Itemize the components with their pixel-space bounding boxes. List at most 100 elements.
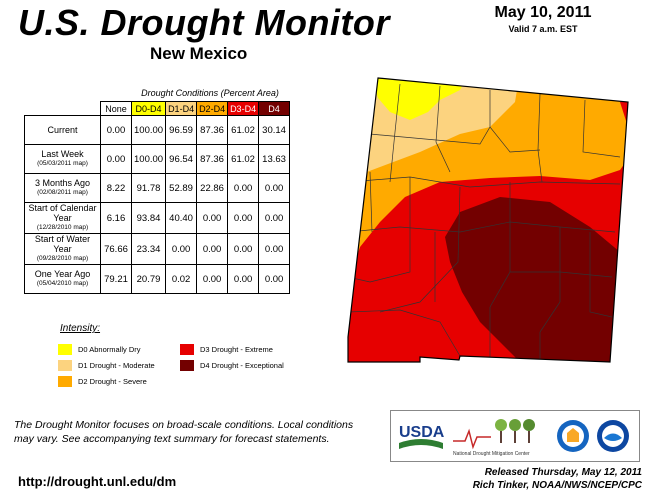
table-row: Current 0.00 100.00 96.59 87.36 61.02 30.14 xyxy=(24,115,291,145)
table-cell: 0.00 xyxy=(165,233,198,265)
d3-region-northeast xyxy=(620,102,628,127)
row-label-date: (12/28/2010 map) xyxy=(36,224,89,231)
table-cell: 0.00 xyxy=(196,264,229,294)
doc-seal-icon xyxy=(557,420,589,452)
release-date: Released Thursday, May 12, 2011 xyxy=(484,467,642,478)
map-date: May 10, 2011 xyxy=(494,4,592,21)
table-cell: 0.00 xyxy=(258,264,291,294)
table-cell: 76.66 xyxy=(100,233,132,265)
table-row: One Year Ago (05/04/2010 map) 79.21 20.79 0.… xyxy=(24,264,291,294)
drought-conditions-table: None D0-D4 D1-D4 D2-D4 D3-D4 D4 Current 0… xyxy=(24,101,291,294)
row-label-text: Current xyxy=(47,125,78,135)
legend-item-d0: D0 Abnormally Dry xyxy=(58,344,141,355)
table-cell: 96.59 xyxy=(165,115,198,145)
table-cell: 87.36 xyxy=(196,144,229,174)
author: Rich Tinker, NOAA/NWS/NCEP/CPC xyxy=(472,480,642,491)
row-label-text: One Year Ago xyxy=(34,269,91,279)
row-label-date: (05/03/2011 map) xyxy=(37,160,88,167)
table-cell: 0.00 xyxy=(100,115,132,145)
county-boundaries xyxy=(348,83,621,362)
table-cell: 30.14 xyxy=(258,115,291,145)
row-label: One Year Ago (05/04/2010 map) xyxy=(24,264,101,294)
table-cell: 0.00 xyxy=(227,233,260,265)
valid-time: Valid 7 a.m. EST xyxy=(508,24,578,34)
col-header-d4: D4 xyxy=(258,101,291,116)
table-cell: 0.00 xyxy=(258,202,291,234)
row-label: Start of Calendar Year (12/28/2010 map) xyxy=(24,202,101,234)
legend-item-d3: D3 Drought - Extreme xyxy=(180,344,273,355)
table-cell: 8.22 xyxy=(100,173,132,203)
table-cell: 0.00 xyxy=(227,264,260,294)
map-title: U.S. Drought Monitor xyxy=(18,2,390,43)
table-header-row: None D0-D4 D1-D4 D2-D4 D3-D4 D4 xyxy=(25,101,291,116)
table-cell: 22.86 xyxy=(196,173,229,203)
table-cell: 6.16 xyxy=(100,202,132,234)
legend-label: D3 Drought - Extreme xyxy=(200,345,273,354)
col-header-d1-d4: D1-D4 xyxy=(165,101,198,116)
col-header-none: None xyxy=(100,101,132,116)
legend-item-d2: D2 Drought - Severe xyxy=(58,376,147,387)
table-row: Start of Water Year (09/28/2010 map) 76.66… xyxy=(24,233,291,265)
legend-title: Intensity: xyxy=(60,323,101,334)
table-cell: 40.40 xyxy=(165,202,198,234)
table-cell: 0.00 xyxy=(258,233,291,265)
row-label: Last Week (05/03/2011 map) xyxy=(24,144,101,174)
ndmc-logo-text: National Drought Mitigation Center xyxy=(453,451,530,457)
table-cell: 0.00 xyxy=(258,173,291,203)
legend-swatch xyxy=(180,360,194,371)
ndmc-logo-icon: National Drought Mitigation Center xyxy=(453,419,535,457)
col-header-d0-d4: D0-D4 xyxy=(130,101,167,116)
row-label: Start of Water Year (09/28/2010 map) xyxy=(24,233,101,265)
legend-label: D4 Drought - Exceptional xyxy=(200,361,284,370)
table-cell: 87.36 xyxy=(196,115,229,145)
partner-logos: USDA National Drought Mitigation Center xyxy=(390,410,640,462)
table-row: Start of Calendar Year (12/28/2010 map) 6.… xyxy=(24,202,291,234)
table-cell: 61.02 xyxy=(227,115,260,145)
row-label-text: Last Week xyxy=(41,149,84,159)
row-label-date: (02/08/2011 map) xyxy=(37,189,88,196)
table-caption: Drought Conditions (Percent Area) xyxy=(141,88,279,98)
table-cell: 23.34 xyxy=(130,233,167,265)
usda-logo-text: USDA xyxy=(399,424,445,441)
state-outline xyxy=(347,77,629,363)
table-cell: 91.78 xyxy=(130,173,167,203)
col-header-d2-d4: D2-D4 xyxy=(196,101,229,116)
row-label-text: Start of Calendar Year xyxy=(28,203,97,223)
footnote: The Drought Monitor focuses on broad-sca… xyxy=(14,419,354,445)
row-label: 3 Months Ago (02/08/2011 map) xyxy=(24,173,101,203)
table-cell: 100.00 xyxy=(130,115,167,145)
table-cell: 0.00 xyxy=(227,202,260,234)
table-cell: 61.02 xyxy=(227,144,260,174)
state-name: New Mexico xyxy=(150,44,248,63)
legend-item-d4: D4 Drought - Exceptional xyxy=(180,360,284,371)
table-cell: 0.00 xyxy=(100,144,132,174)
legend-swatch xyxy=(58,344,72,355)
legend-label: D2 Drought - Severe xyxy=(78,377,147,386)
table-cell: 0.00 xyxy=(227,173,260,203)
legend-label: D0 Abnormally Dry xyxy=(78,345,141,354)
table-corner xyxy=(25,102,101,116)
row-label: Current xyxy=(24,115,101,145)
release-info: Released Thursday, May 12, 2011 Rich Tin… xyxy=(420,466,642,492)
table-cell: 100.00 xyxy=(130,144,167,174)
d4-region xyxy=(445,197,628,362)
table-cell: 13.63 xyxy=(258,144,291,174)
legend-swatch xyxy=(58,360,72,371)
new-mexico-drought-map xyxy=(347,77,629,363)
legend-item-d1: D1 Drought - Moderate xyxy=(58,360,155,371)
table-cell: 52.89 xyxy=(165,173,198,203)
table-cell: 20.79 xyxy=(130,264,167,294)
row-label-date: (05/04/2010 map) xyxy=(36,280,89,287)
col-header-d3-d4: D3-D4 xyxy=(227,101,260,116)
table-row: 3 Months Ago (02/08/2011 map) 8.22 91.78 52.… xyxy=(24,173,291,203)
table-cell: 0.00 xyxy=(196,233,229,265)
legend-swatch xyxy=(58,376,72,387)
row-label-text: Start of Water Year xyxy=(34,234,91,254)
usda-logo-icon: USDA xyxy=(399,424,445,449)
row-label-text: 3 Months Ago xyxy=(34,178,91,188)
table-cell: 79.21 xyxy=(100,264,132,294)
noaa-logo-icon xyxy=(597,420,629,452)
legend-swatch xyxy=(180,344,194,355)
legend-label: D1 Drought - Moderate xyxy=(78,361,155,370)
drought-monitor-link[interactable]: http://drought.unl.edu/dm xyxy=(18,474,177,489)
